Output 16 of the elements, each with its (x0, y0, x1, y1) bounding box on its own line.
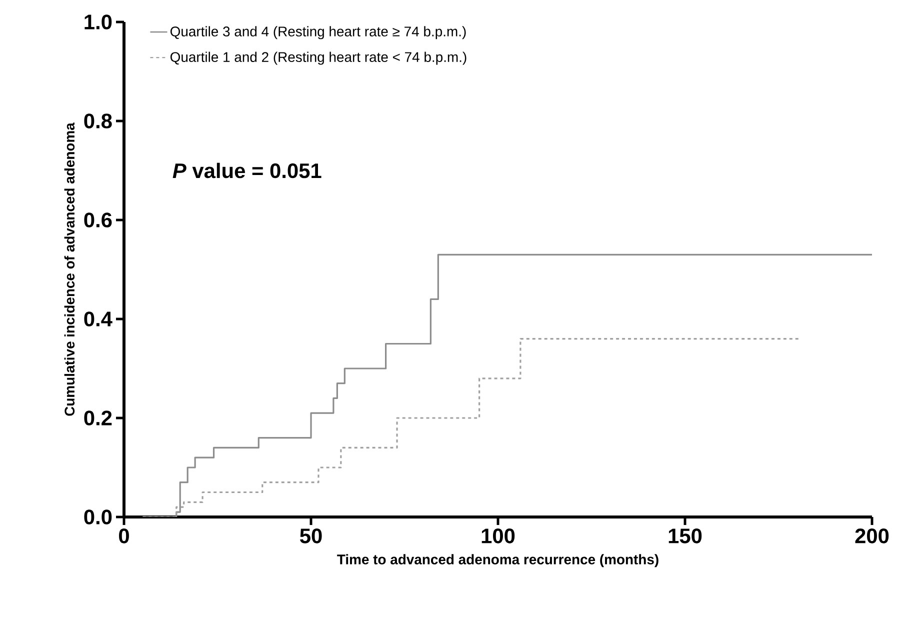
x-tick-label: 150 (668, 528, 702, 544)
y-tick-label: 0.4 (84, 312, 112, 326)
legend-label: Quartile 1 and 2 (Resting heart rate < 74 b.p.m.) (170, 52, 466, 65)
x-tick-label: 50 (300, 528, 322, 544)
y-tick-label: 0.2 (84, 410, 112, 426)
y-tick-label: 0.6 (84, 212, 112, 228)
y-tick-label: 0.0 (84, 510, 112, 524)
x-axis-title: Time to advanced adenoma recurrence (months) (337, 554, 658, 568)
x-tick-label: 100 (482, 528, 515, 544)
legend-label: Quartile 3 and 4 (Resting heart rate ≥ 74 b.p.m.) (170, 26, 466, 40)
y-axis-title: Cumulative incidence of advanced adenoma (64, 122, 75, 416)
y-tick-label: 0.8 (84, 114, 112, 128)
x-tick-label: 0 (119, 528, 129, 544)
x-tick-label: 200 (855, 528, 889, 544)
y-tick-label: 1.0 (84, 14, 112, 30)
annotation: P value = 0.051 (172, 162, 322, 178)
